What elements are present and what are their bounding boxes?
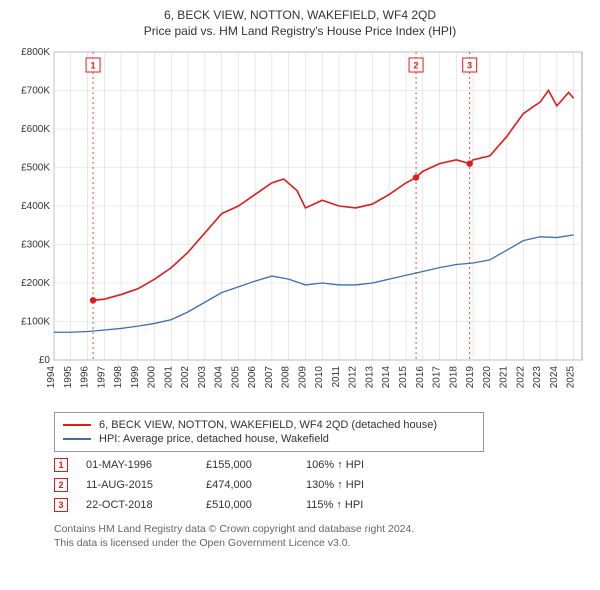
y-tick-label: £100K bbox=[21, 317, 50, 328]
x-tick-label: 2007 bbox=[264, 366, 275, 389]
x-tick-label: 2019 bbox=[465, 366, 476, 389]
x-tick-label: 2016 bbox=[415, 366, 426, 389]
y-tick-label: £600K bbox=[21, 124, 50, 135]
x-tick-label: 2000 bbox=[147, 366, 158, 389]
x-tick-label: 1996 bbox=[80, 366, 91, 389]
y-tick-label: £300K bbox=[21, 240, 50, 251]
x-tick-label: 2018 bbox=[448, 366, 459, 389]
x-tick-label: 2013 bbox=[364, 366, 375, 389]
x-tick-label: 2009 bbox=[297, 366, 308, 389]
x-tick-label: 1994 bbox=[46, 366, 57, 389]
chart-title-address: 6, BECK VIEW, NOTTON, WAKEFIELD, WF4 2QD bbox=[8, 8, 592, 22]
legend-label: HPI: Average price, detached house, Wake… bbox=[99, 433, 329, 445]
x-tick-label: 2014 bbox=[381, 366, 392, 389]
legend-swatch bbox=[63, 438, 91, 440]
sale-pct: 115% ↑ HPI bbox=[306, 499, 426, 511]
sale-pct: 130% ↑ HPI bbox=[306, 479, 426, 491]
sale-label-number: 3 bbox=[467, 61, 472, 71]
footnote-line2: This data is licensed under the Open Gov… bbox=[54, 536, 592, 550]
legend-box: 6, BECK VIEW, NOTTON, WAKEFIELD, WF4 2QD… bbox=[54, 412, 484, 452]
sale-point bbox=[90, 297, 96, 303]
sales-row: 1 01-MAY-1996£155,000106% ↑ HPI bbox=[54, 458, 592, 472]
sales-row: 3 22-OCT-2018£510,000115% ↑ HPI bbox=[54, 498, 592, 512]
x-tick-label: 2015 bbox=[398, 366, 409, 389]
x-tick-label: 2022 bbox=[515, 366, 526, 389]
chart-title-subtitle: Price paid vs. HM Land Registry's House … bbox=[8, 24, 592, 38]
x-tick-label: 2002 bbox=[180, 366, 191, 389]
sale-price: £155,000 bbox=[206, 459, 306, 471]
legend-row: HPI: Average price, detached house, Wake… bbox=[63, 433, 475, 445]
x-tick-label: 2017 bbox=[432, 366, 443, 389]
y-tick-label: £700K bbox=[21, 86, 50, 97]
footnote-line1: Contains HM Land Registry data © Crown c… bbox=[54, 522, 592, 536]
sale-date: 22-OCT-2018 bbox=[86, 499, 206, 511]
x-tick-label: 1999 bbox=[130, 366, 141, 389]
sale-date: 11-AUG-2015 bbox=[86, 479, 206, 491]
chart-container: £0 £100K £200K £300K £400K £500K £600K £700K £80… bbox=[8, 44, 592, 404]
sales-table: 1 01-MAY-1996£155,000106% ↑ HPI 2 11-AUG-20… bbox=[54, 458, 592, 512]
x-tick-label: 2011 bbox=[331, 366, 342, 388]
sales-row: 2 11-AUG-2015£474,000130% ↑ HPI bbox=[54, 478, 592, 492]
sale-date: 01-MAY-1996 bbox=[86, 459, 206, 471]
legend-label: 6, BECK VIEW, NOTTON, WAKEFIELD, WF4 2QD… bbox=[99, 419, 437, 431]
x-tick-label: 2004 bbox=[214, 366, 225, 389]
x-tick-label: 2001 bbox=[163, 366, 174, 389]
sale-pct: 106% ↑ HPI bbox=[306, 459, 426, 471]
x-tick-label: 2005 bbox=[230, 366, 241, 389]
y-tick-label: £400K bbox=[21, 201, 50, 212]
x-tick-label: 2010 bbox=[314, 366, 325, 389]
price-chart: £0 £100K £200K £300K £400K £500K £600K £700K £80… bbox=[8, 44, 592, 404]
sale-point bbox=[413, 174, 419, 180]
x-tick-label: 2023 bbox=[532, 366, 543, 389]
sale-price: £474,000 bbox=[206, 479, 306, 491]
sale-point bbox=[466, 160, 472, 166]
x-tick-label: 2020 bbox=[482, 366, 493, 389]
x-tick-label: 2021 bbox=[499, 366, 510, 389]
x-tick-label: 2012 bbox=[348, 366, 359, 389]
x-tick-label: 2008 bbox=[281, 366, 292, 389]
sale-price: £510,000 bbox=[206, 499, 306, 511]
legend-row: 6, BECK VIEW, NOTTON, WAKEFIELD, WF4 2QD… bbox=[63, 419, 475, 431]
sale-label-number: 1 bbox=[91, 61, 96, 71]
sale-marker-box: 2 bbox=[54, 478, 68, 492]
x-tick-label: 1995 bbox=[63, 366, 74, 389]
x-tick-label: 2006 bbox=[247, 366, 258, 389]
sale-label-number: 2 bbox=[414, 61, 419, 71]
y-tick-label: £200K bbox=[21, 278, 50, 289]
y-tick-label: £0 bbox=[39, 355, 51, 366]
chart-title-block: 6, BECK VIEW, NOTTON, WAKEFIELD, WF4 2QD… bbox=[8, 8, 592, 38]
x-tick-label: 1998 bbox=[113, 366, 124, 389]
attribution-footnote: Contains HM Land Registry data © Crown c… bbox=[54, 522, 592, 550]
legend-swatch bbox=[63, 424, 91, 426]
sale-marker-box: 3 bbox=[54, 498, 68, 512]
y-tick-label: £800K bbox=[21, 47, 50, 58]
x-tick-label: 2025 bbox=[566, 366, 577, 389]
x-tick-label: 2024 bbox=[549, 366, 560, 389]
x-tick-label: 2003 bbox=[197, 366, 208, 389]
x-tick-label: 1997 bbox=[96, 366, 107, 389]
sale-marker-box: 1 bbox=[54, 458, 68, 472]
y-tick-label: £500K bbox=[21, 163, 50, 174]
